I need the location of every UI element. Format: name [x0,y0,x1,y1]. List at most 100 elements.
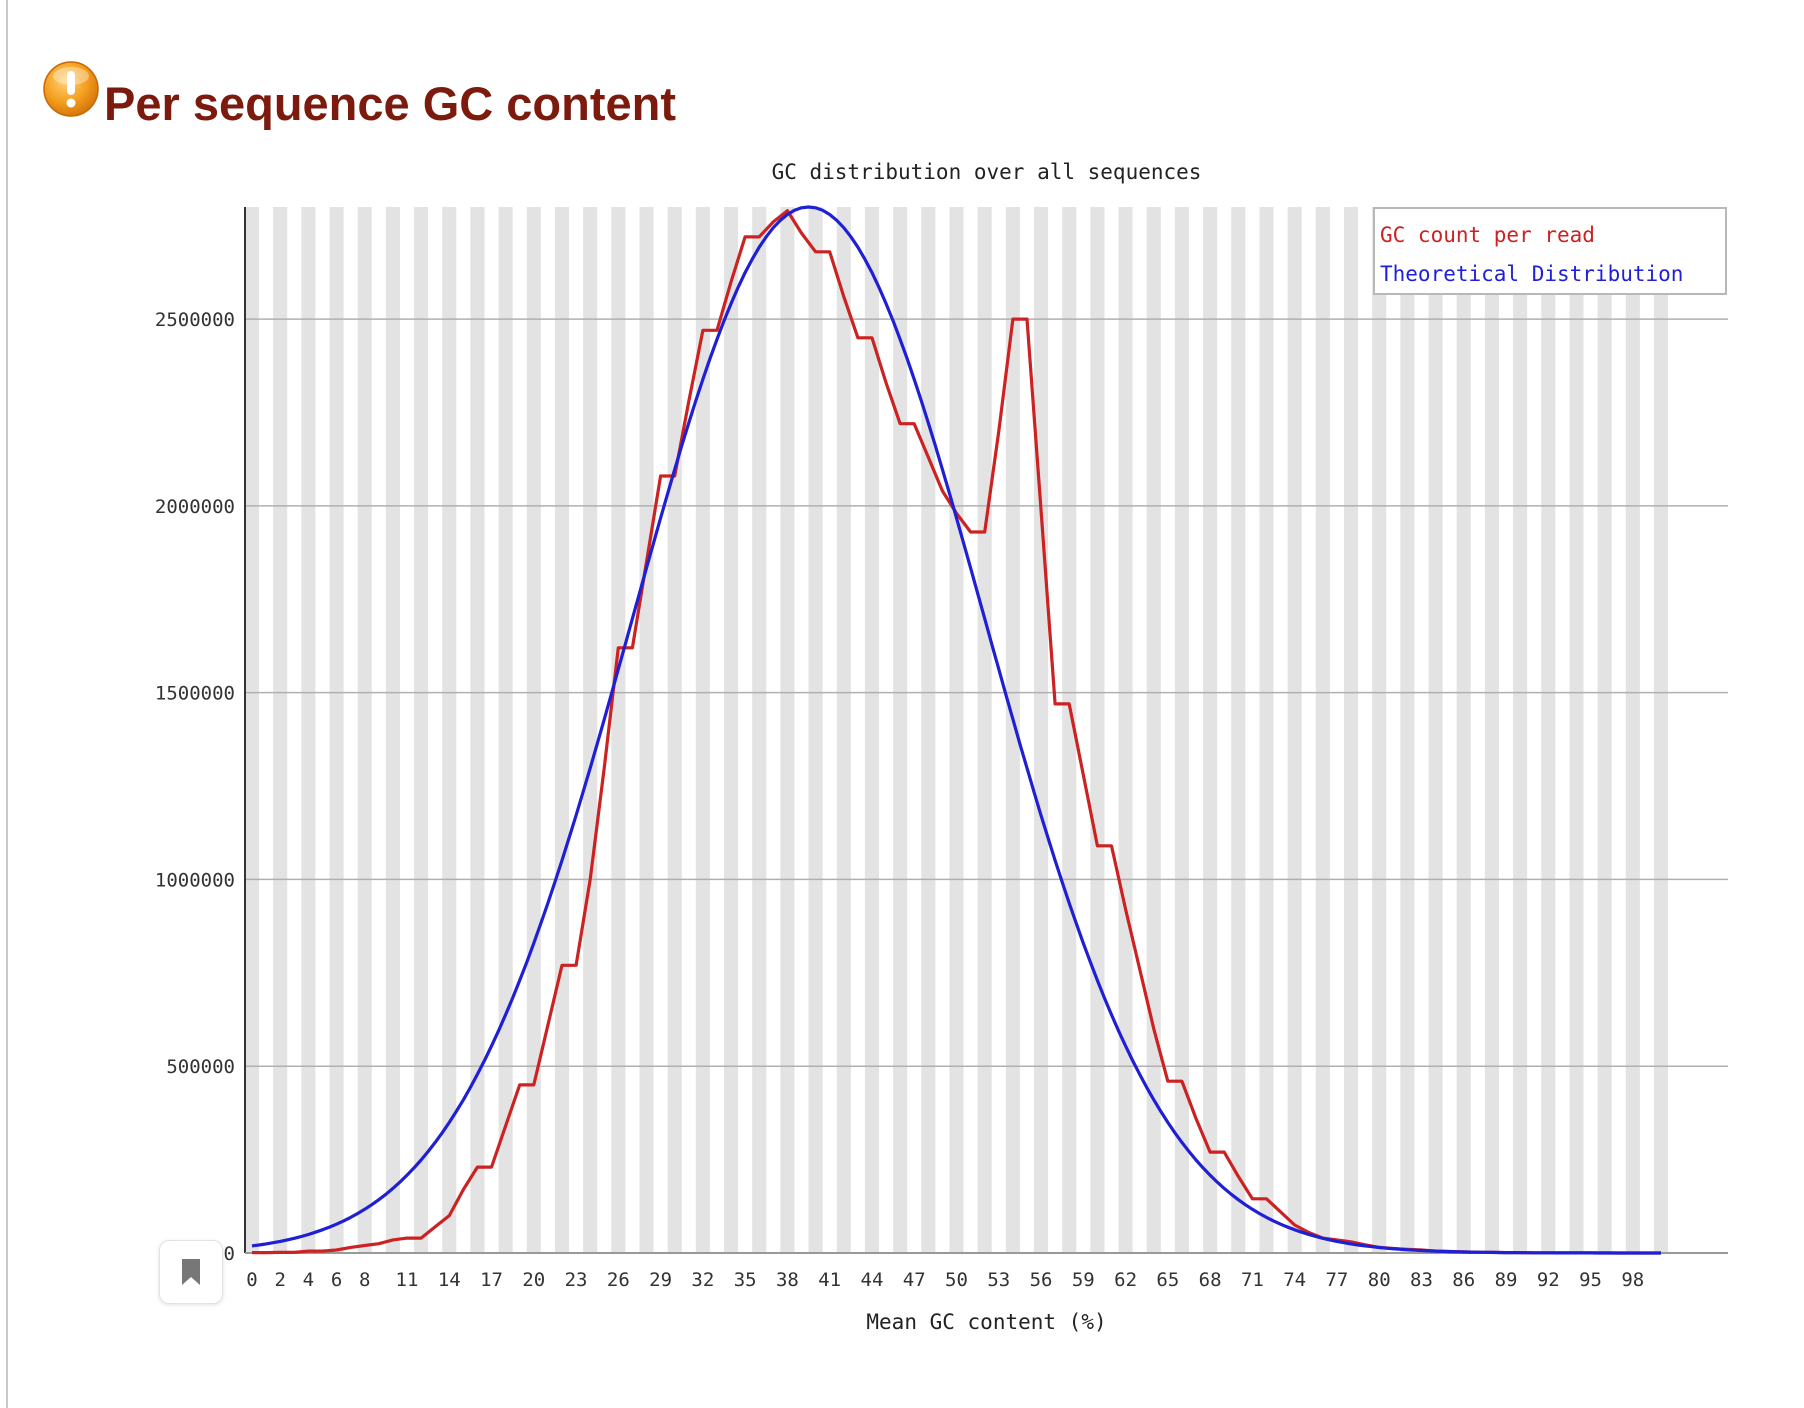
bookmark-icon [182,1259,200,1285]
background-band [442,207,457,1253]
background-band [1456,207,1471,1253]
background-band [1090,207,1105,1253]
background-band [1400,207,1415,1253]
x-tick-labels: 0 2 4 6 8 11 14 17 20 23 26 29 32 35 38 41 44 47 50 53 56 59 6… [246,1269,1644,1291]
warning-icon [43,61,99,117]
x-tick-label: 65 [1156,1269,1179,1291]
y-tick-label: 2500000 [155,309,235,331]
x-tick-label: 32 [691,1269,714,1291]
x-tick-label: 77 [1325,1269,1348,1291]
background-band [1541,207,1556,1253]
y-tick-label: 0 [224,1243,235,1265]
legend-box [1373,207,1727,295]
background-band [1033,207,1049,1253]
x-tick-label: 0 [246,1269,257,1291]
chart-title: GC distribution over all sequences [772,160,1202,184]
x-tick-label: 53 [987,1269,1010,1291]
background-band [470,207,485,1253]
background-band [1513,207,1528,1253]
background-band [1625,207,1640,1253]
background-band [808,207,823,1253]
legend-entry-gc-count: GC count per read [1380,223,1595,247]
x-tick-label: 92 [1537,1269,1560,1291]
y-tick-labels: 0 500000 1000000 1500000 2000000 2500000 [155,309,235,1265]
background-band [1203,207,1218,1253]
background-band [724,207,739,1253]
y-tick-label: 500000 [166,1056,235,1078]
background-band [639,207,654,1253]
background-band [1343,207,1359,1253]
y-tick-label: 1000000 [155,869,235,891]
background-band [611,207,626,1253]
background-band [244,207,260,1253]
background-band [1259,207,1274,1253]
background-band [1653,207,1669,1253]
background-band [864,207,880,1253]
x-tick-label: 4 [303,1269,314,1291]
background-band [752,207,767,1253]
background-band [273,207,288,1253]
series-line-theoretical [251,205,1661,1255]
y-tick-label: 2000000 [155,496,235,518]
background-band [1569,207,1584,1253]
background-band [1062,207,1077,1253]
x-tick-label: 41 [818,1269,841,1291]
background-band [977,207,992,1253]
background-band [498,207,513,1253]
background-band [949,207,964,1253]
x-tick-label: 74 [1283,1269,1306,1291]
x-tick-label: 6 [331,1269,342,1291]
background-band [1231,207,1246,1253]
background-band [893,207,908,1253]
x-tick-label: 17 [480,1269,503,1291]
x-tick-label: 20 [522,1269,545,1291]
x-tick-label: 2 [274,1269,285,1291]
background-band [357,207,372,1253]
background-band [667,207,682,1253]
background-band [1174,207,1189,1253]
background-bands [244,207,1669,1253]
background-band [1428,207,1443,1253]
background-band [1372,207,1387,1253]
x-tick-label: 56 [1030,1269,1053,1291]
series-lines [251,205,1661,1255]
x-tick-label: 38 [776,1269,799,1291]
x-tick-label: 83 [1410,1269,1433,1291]
background-band [385,207,400,1253]
x-tick-label: 47 [903,1269,926,1291]
x-tick-label: 86 [1452,1269,1475,1291]
x-tick-label: 68 [1199,1269,1222,1291]
background-band [1597,207,1612,1253]
x-tick-label: 23 [565,1269,588,1291]
x-tick-label: 11 [396,1269,419,1291]
background-band [414,207,429,1253]
background-band [921,207,936,1253]
x-tick-label: 59 [1072,1269,1095,1291]
background-band [836,207,851,1253]
x-tick-label: 8 [359,1269,370,1291]
x-tick-label: 89 [1495,1269,1518,1291]
x-tick-label: 35 [734,1269,757,1291]
background-band [1287,207,1302,1253]
background-band [1484,207,1499,1253]
legend-entry-theoretical: Theoretical Distribution [1380,262,1683,286]
x-tick-label: 26 [607,1269,630,1291]
x-tick-label: 98 [1621,1269,1644,1291]
x-axis-label: Mean GC content (%) [866,1310,1106,1334]
x-tick-label: 62 [1114,1269,1137,1291]
background-band [554,207,570,1253]
background-band [695,207,710,1253]
x-tick-label: 95 [1579,1269,1602,1291]
background-band [1315,207,1330,1253]
legend: GC count per read Theoretical Distributi… [1373,207,1727,295]
background-band [1118,207,1133,1253]
x-tick-label: 71 [1241,1269,1264,1291]
x-tick-label: 44 [861,1269,884,1291]
x-tick-label: 29 [649,1269,672,1291]
section-header: Per sequence GC content [42,52,676,132]
bookmark-button[interactable] [159,1240,223,1304]
background-band [329,207,344,1253]
background-band [301,207,316,1253]
background-band [526,207,541,1253]
